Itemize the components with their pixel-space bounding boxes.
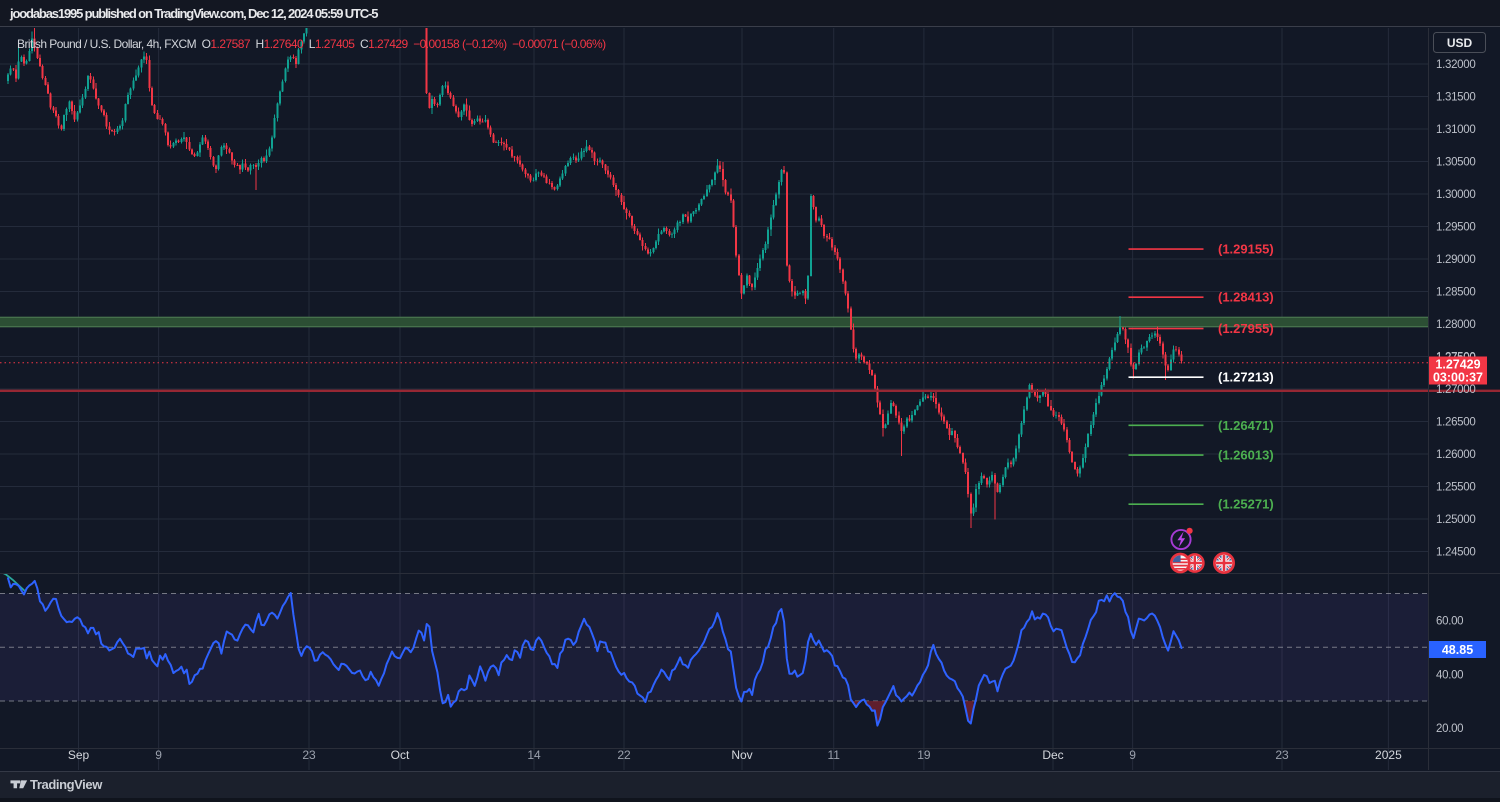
svg-text:2025: 2025 <box>1375 748 1402 762</box>
svg-text:1.31000: 1.31000 <box>1436 124 1475 136</box>
svg-text:1.28500: 1.28500 <box>1436 287 1475 299</box>
svg-text:11: 11 <box>827 748 840 762</box>
svg-text:1.25000: 1.25000 <box>1436 514 1475 526</box>
svg-text:9: 9 <box>1129 748 1136 762</box>
svg-text:19: 19 <box>917 748 931 762</box>
svg-text:40.00: 40.00 <box>1436 669 1463 681</box>
svg-text:1.26500: 1.26500 <box>1436 417 1475 429</box>
svg-text:USD: USD <box>1447 36 1473 50</box>
svg-text:14: 14 <box>527 748 541 762</box>
svg-text:(1.26013): (1.26013) <box>1218 448 1274 463</box>
svg-text:1.32000: 1.32000 <box>1436 59 1475 71</box>
svg-text:1.24500: 1.24500 <box>1436 547 1475 559</box>
svg-text:22: 22 <box>617 748 631 762</box>
svg-text:1.29500: 1.29500 <box>1436 222 1475 234</box>
svg-text:Oct: Oct <box>391 748 410 762</box>
svg-text:03:00:37: 03:00:37 <box>1433 371 1483 385</box>
svg-text:1.27429: 1.27429 <box>1435 358 1480 372</box>
svg-text:(1.29155): (1.29155) <box>1218 242 1274 257</box>
svg-text:1.28000: 1.28000 <box>1436 319 1475 331</box>
svg-text:1.30500: 1.30500 <box>1436 157 1475 169</box>
svg-text:1.25500: 1.25500 <box>1436 482 1475 494</box>
svg-text:(1.26471): (1.26471) <box>1218 418 1274 433</box>
svg-text:1.27000: 1.27000 <box>1436 384 1475 396</box>
svg-text:1.31500: 1.31500 <box>1436 92 1475 104</box>
svg-text:(1.27955): (1.27955) <box>1218 321 1274 336</box>
svg-text:9: 9 <box>155 748 162 762</box>
svg-text:(1.27213): (1.27213) <box>1218 370 1274 385</box>
svg-text:48.85: 48.85 <box>1442 643 1473 657</box>
svg-text:Sep: Sep <box>68 748 90 762</box>
svg-text:1.26000: 1.26000 <box>1436 449 1475 461</box>
svg-text:60.00: 60.00 <box>1436 616 1463 628</box>
svg-text:23: 23 <box>302 748 316 762</box>
svg-text:20.00: 20.00 <box>1436 723 1463 735</box>
svg-text:1.29000: 1.29000 <box>1436 254 1475 266</box>
svg-text:(1.28413): (1.28413) <box>1218 290 1274 305</box>
svg-text:(1.25271): (1.25271) <box>1218 497 1274 512</box>
svg-text:Nov: Nov <box>731 748 752 762</box>
svg-text:Dec: Dec <box>1042 748 1063 762</box>
svg-text:23: 23 <box>1275 748 1289 762</box>
svg-text:1.30000: 1.30000 <box>1436 189 1475 201</box>
